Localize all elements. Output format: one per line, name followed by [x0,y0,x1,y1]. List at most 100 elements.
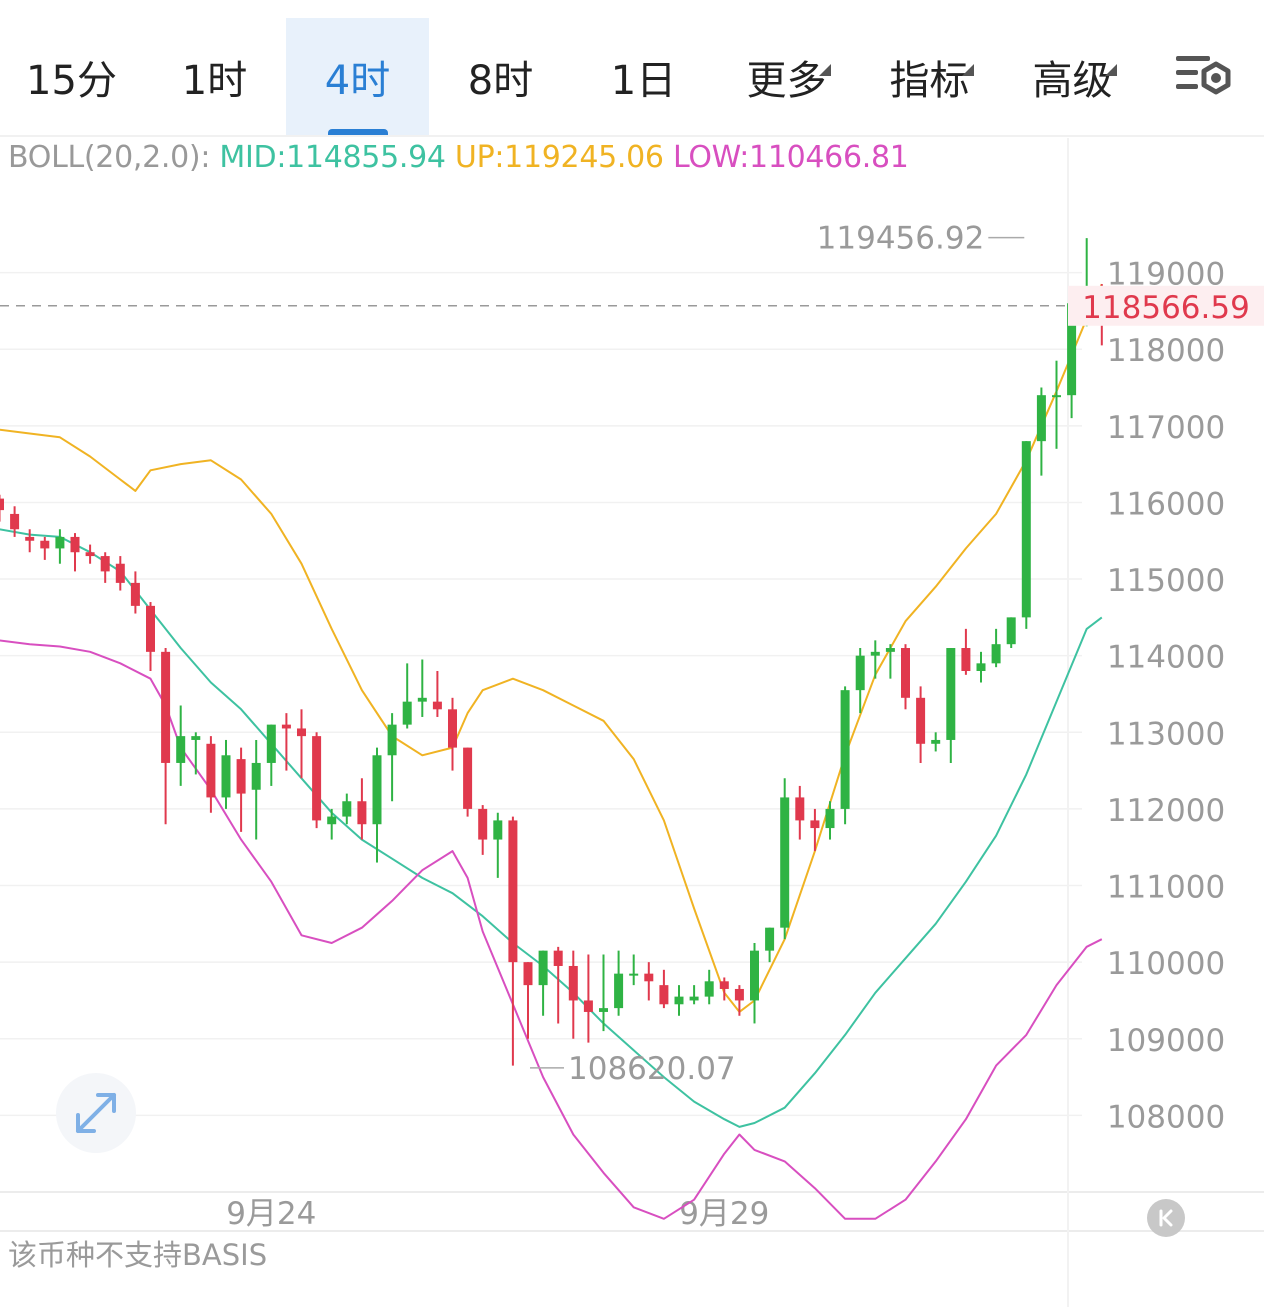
candle[interactable] [508,820,518,963]
candle[interactable] [372,755,382,825]
candle[interactable] [734,988,744,1001]
candle[interactable] [870,651,880,656]
candle[interactable] [206,743,216,798]
candle[interactable] [1021,441,1031,618]
y-tick-label: 109000 [1107,1023,1225,1059]
candle[interactable] [961,648,971,671]
candle[interactable] [448,709,457,748]
candle[interactable] [795,797,805,821]
candle[interactable] [130,582,140,606]
candle[interactable] [10,513,20,530]
candle[interactable] [538,950,548,986]
candle[interactable] [825,808,835,829]
candle[interactable] [85,552,95,557]
candle[interactable] [191,736,201,740]
tab-8[interactable]: 高级 [1001,18,1144,136]
candle[interactable] [327,816,337,825]
candle[interactable] [780,797,790,928]
candle[interactable] [568,965,578,1001]
candle[interactable] [281,724,291,729]
candle[interactable] [417,697,427,702]
candle[interactable] [432,701,442,710]
candle[interactable] [885,648,895,652]
candle[interactable] [1052,395,1061,398]
candle[interactable] [0,498,4,511]
candle[interactable] [674,996,684,1005]
y-tick-label: 113000 [1107,716,1225,752]
candle[interactable] [402,701,412,725]
candle[interactable] [583,1000,593,1012]
high-price-label: 119456.92 [817,221,985,257]
candle[interactable] [312,736,322,821]
candle[interactable] [916,697,926,744]
candle[interactable] [55,536,65,549]
candle[interactable] [100,556,110,572]
candle[interactable] [719,981,729,989]
candle[interactable] [629,973,639,976]
candle[interactable] [70,536,80,553]
candle[interactable] [297,728,306,737]
candle[interactable] [221,755,231,798]
boll-mid-line [0,528,1103,1128]
candle[interactable] [810,820,820,829]
candle[interactable] [387,724,397,756]
tab-3[interactable]: 4时 [286,18,429,136]
candle[interactable] [115,563,125,583]
candle[interactable] [931,739,941,744]
candle[interactable] [176,736,186,763]
candle[interactable] [976,663,986,671]
y-tick-label: 114000 [1107,640,1225,676]
candle[interactable] [266,724,276,763]
candle[interactable] [644,973,654,982]
candle[interactable] [614,973,624,1009]
tab-label: 1时 [181,58,248,104]
tab-2[interactable]: 1时 [143,18,286,136]
y-tick-label: 118000 [1107,333,1225,369]
boll-legend: BOLL(20,2.0): MID:114855.94 UP:119245.06… [8,140,909,175]
y-tick-label: 110000 [1107,946,1225,982]
tab-4[interactable]: 8时 [429,18,572,136]
candle[interactable] [1067,303,1077,396]
tab-label: 15分 [26,58,117,104]
candle[interactable] [342,801,352,817]
candle[interactable] [991,644,1001,664]
candle[interactable] [704,981,714,997]
candle[interactable] [357,801,367,825]
tab-1[interactable]: 15分 [0,18,143,136]
scroll-to-latest-icon[interactable] [1147,1199,1185,1237]
candle[interactable] [659,985,669,1005]
candle[interactable] [463,747,473,809]
tab-6[interactable]: 更多 [715,18,858,136]
candle[interactable] [553,950,563,966]
tab-7[interactable]: 指标 [858,18,1001,136]
candle[interactable] [689,996,699,1001]
tab-label: 4时 [324,58,391,104]
candle[interactable] [599,1008,608,1012]
active-tab-indicator [327,129,388,136]
candle[interactable] [146,605,155,652]
y-tick-label: 116000 [1107,486,1225,522]
chart-settings-icon[interactable] [1172,48,1236,108]
candle[interactable] [493,820,503,840]
current-price-label: 118566.59 [1082,290,1250,326]
candle[interactable] [1036,395,1046,442]
candle[interactable] [478,808,488,840]
candle[interactable] [901,648,910,698]
candle[interactable] [946,648,956,740]
candle[interactable] [25,536,35,541]
fullscreen-expand-icon[interactable] [56,1073,136,1153]
candle[interactable] [161,651,171,763]
candle[interactable] [765,927,775,951]
candle[interactable] [750,950,759,1001]
candle[interactable] [855,655,865,691]
candle[interactable] [523,962,533,986]
candle[interactable] [1006,617,1016,645]
candle[interactable] [236,759,246,794]
y-tick-label: 111000 [1107,870,1225,906]
candle[interactable] [840,690,850,809]
boll-low-value: LOW:110466.81 [672,140,909,175]
candle[interactable] [40,540,50,549]
tab-5[interactable]: 1日 [572,18,715,136]
candle[interactable] [251,762,261,790]
